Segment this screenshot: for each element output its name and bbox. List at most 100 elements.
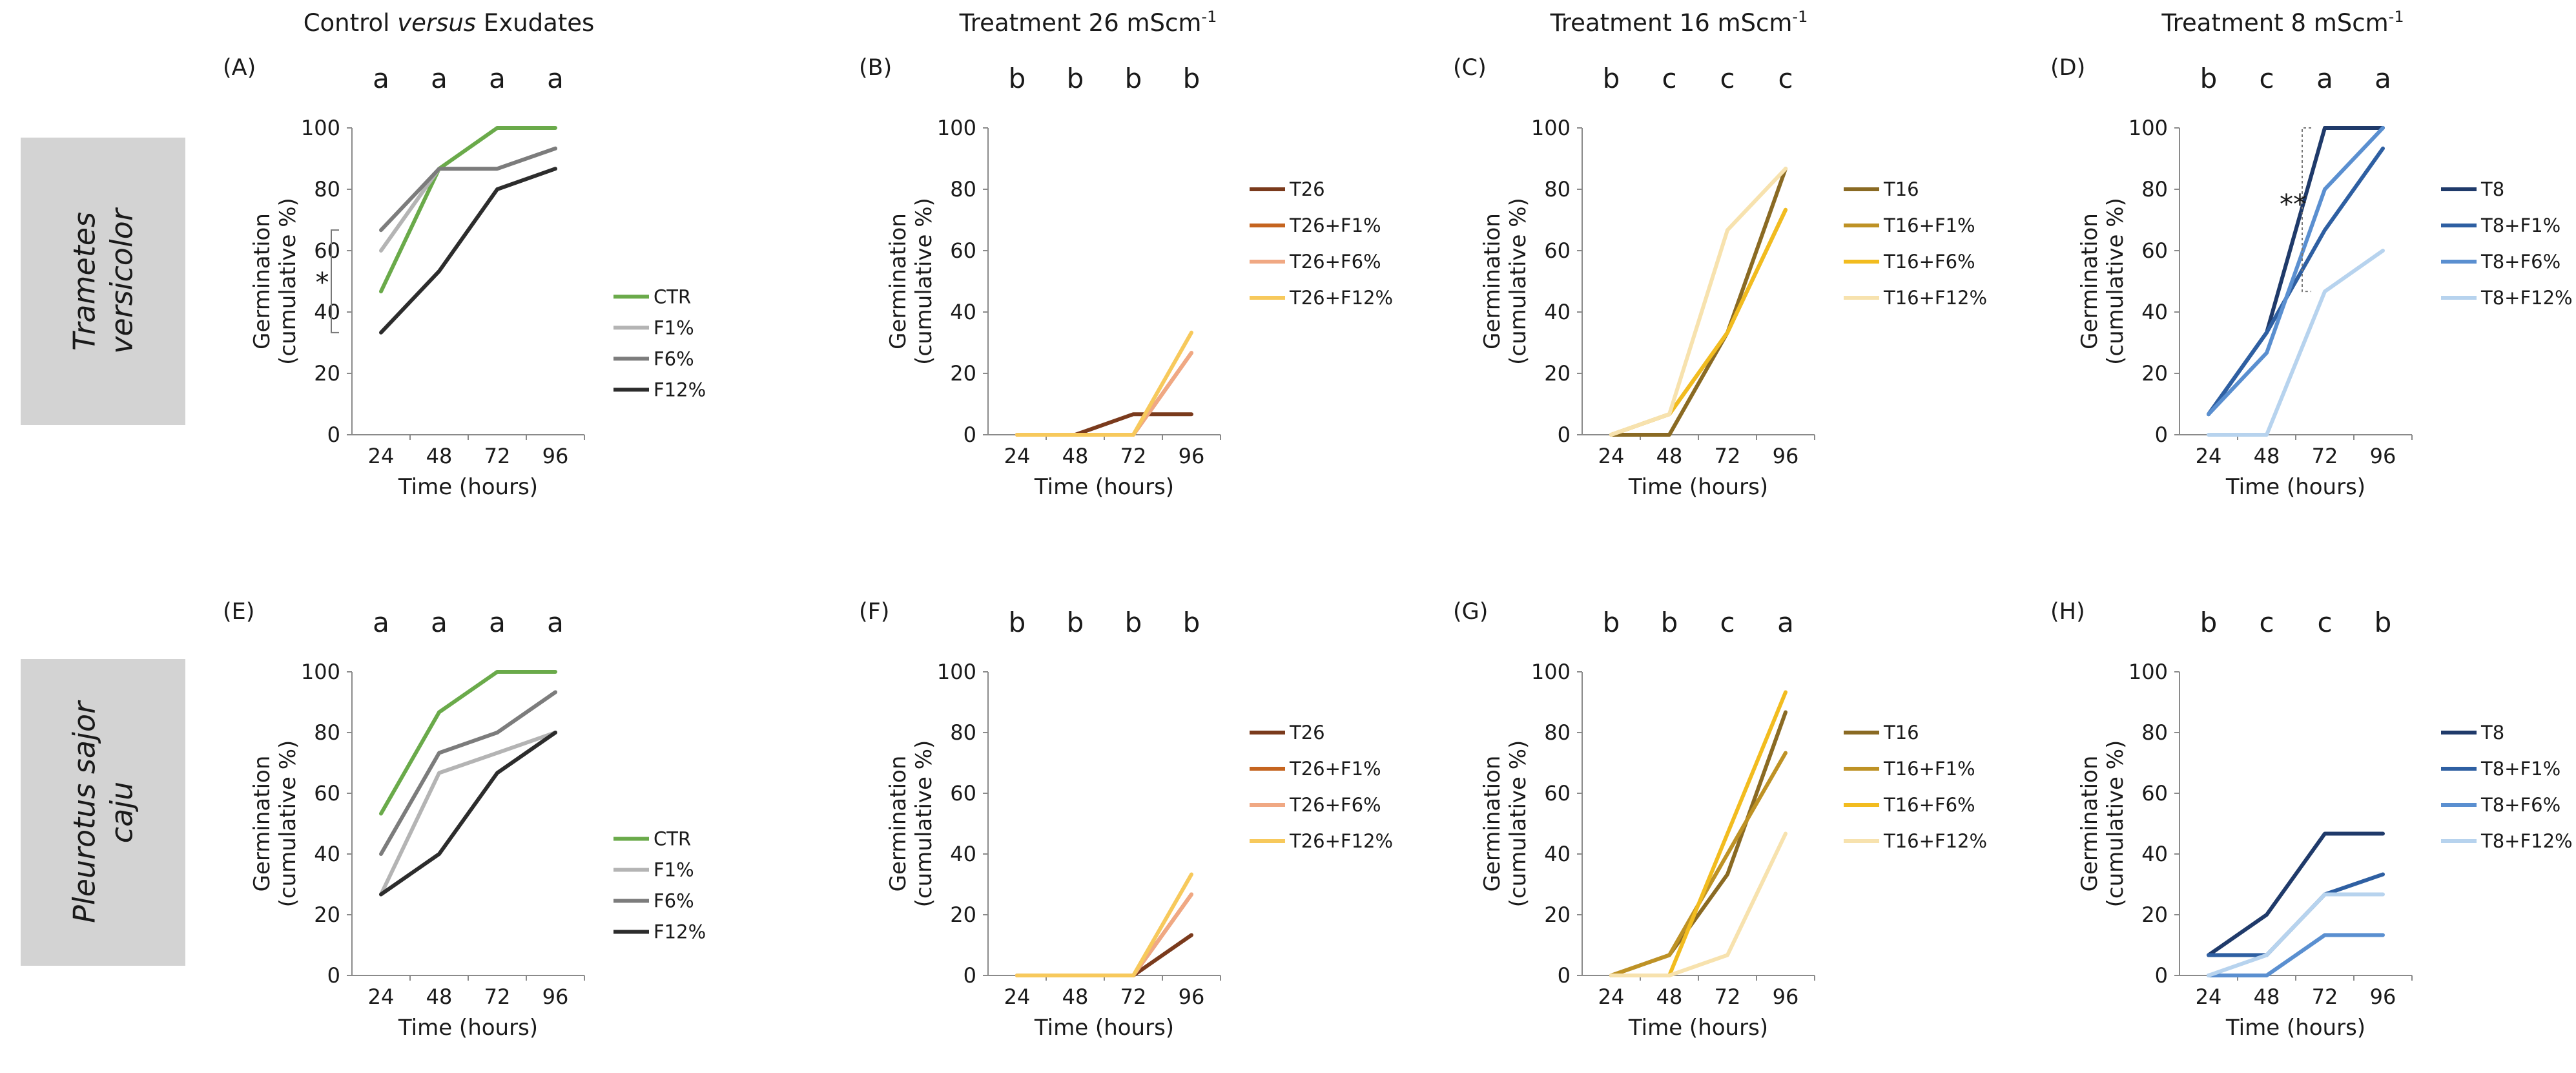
x-tick-label: 96 [2370, 984, 2396, 1009]
significance-letter: b [1603, 607, 1620, 638]
significance-letter: c [1720, 63, 1735, 94]
legend-label: CTR [654, 286, 691, 307]
y-tick-label: 20 [2141, 902, 2168, 927]
column-title-superscript: -1 [1201, 8, 1217, 26]
legend-label: T16+F1% [1883, 214, 1975, 236]
y-tick-label: 40 [1544, 300, 1571, 324]
series-line [1609, 167, 1788, 437]
significance-letter: b [1009, 607, 1026, 638]
x-tick-label: 24 [368, 444, 395, 468]
significance-bracket [331, 229, 339, 333]
legend-label: T26+F1% [1289, 758, 1381, 780]
y-axis-title-line: Germination [2077, 756, 2103, 892]
panel-label: (A) [223, 55, 256, 81]
y-tick-label: 20 [1544, 902, 1571, 927]
legend-label: F6% [654, 890, 694, 912]
series-line [1609, 167, 1788, 437]
y-tick-label: 20 [1544, 361, 1571, 386]
significance-letter: a [547, 607, 564, 638]
y-tick-label: 60 [314, 238, 340, 263]
significance-letter: c [2259, 63, 2274, 94]
series-line [2207, 831, 2385, 957]
y-tick-label: 20 [314, 361, 340, 386]
panel-label: (C) [1453, 55, 1487, 81]
x-tick-label: 72 [484, 984, 511, 1009]
x-tick-label: 96 [2370, 444, 2396, 468]
y-tick-label: 80 [2141, 177, 2168, 202]
legend-label: T26+F6% [1289, 251, 1381, 273]
legend-label: T26 [1289, 178, 1325, 200]
series-line [1015, 892, 1193, 977]
y-axis-title: Germination (cumulative %) [885, 198, 937, 365]
y-tick-label: 0 [2155, 422, 2168, 447]
y-tick-label: 0 [2155, 963, 2168, 988]
significance-letter: b [2200, 63, 2218, 94]
series-line [2207, 892, 2385, 977]
legend-label: T8+F12% [2480, 287, 2573, 309]
legend-label: CTR [654, 828, 691, 850]
y-tick-label: 20 [950, 361, 976, 386]
significance-letter: a [489, 63, 506, 94]
y-tick-label: 100 [2128, 660, 2168, 684]
y-axis-title-line: Germination [1479, 756, 1505, 892]
y-tick-label: 40 [950, 300, 976, 324]
y-tick-label: 40 [314, 300, 340, 324]
significance-letter: b [1009, 63, 1026, 94]
significance-letter: a [373, 63, 389, 94]
x-tick-label: 24 [2196, 444, 2222, 468]
series-line [379, 731, 557, 897]
legend-label: T8+F12% [2480, 830, 2573, 852]
row-label-box [21, 659, 185, 966]
x-tick-label: 48 [1656, 444, 1683, 468]
significance-letter: a [547, 63, 564, 94]
x-tick-label: 96 [542, 444, 569, 468]
panel-label: (G) [1453, 599, 1488, 625]
series-line [2207, 249, 2385, 437]
x-axis-title: Time (hours) [1628, 1015, 1768, 1041]
x-tick-label: 48 [2254, 984, 2280, 1009]
series-line [379, 146, 557, 233]
row-label-line: versicolor [105, 207, 139, 354]
row-label-line: Pleurotus sajor [67, 700, 102, 923]
column-title-emphasis: versus [397, 9, 476, 37]
y-tick-label: 100 [937, 116, 976, 140]
x-axis-title: Time (hours) [1628, 474, 1768, 500]
significance-letter: a [431, 63, 448, 94]
significance-asterisk: ** [2280, 189, 2307, 220]
row-label-line: Trametes [67, 212, 102, 351]
significance-letter: a [373, 607, 389, 638]
x-tick-label: 72 [1120, 984, 1147, 1009]
x-tick-label: 96 [542, 984, 569, 1009]
legend-label: T8+F6% [2480, 251, 2561, 273]
legend-label: T8 [2480, 178, 2504, 200]
x-axis-title: Time (hours) [398, 1015, 538, 1041]
legend-label: T16 [1883, 178, 1919, 200]
y-tick-label: 40 [1544, 842, 1571, 866]
column-title: Control versus Exudates [304, 9, 595, 37]
legend-label: T16+F12% [1883, 830, 1987, 852]
y-axis-title-line: Germination [885, 213, 911, 349]
y-tick-label: 80 [314, 720, 340, 745]
significance-letter: c [2317, 607, 2332, 638]
series-line [1015, 412, 1193, 437]
panel-label: (F) [859, 599, 889, 625]
row-label: Pleurotus sajor caju [67, 700, 139, 923]
y-tick-label: 20 [314, 902, 340, 927]
series-line [1015, 933, 1193, 977]
y-tick-label: 80 [2141, 720, 2168, 745]
y-tick-label: 100 [2128, 116, 2168, 140]
series-line [1015, 892, 1193, 977]
legend-label: F1% [654, 317, 694, 339]
y-axis-title: Germination (cumulative %) [1479, 198, 1531, 365]
legend-label: T16+F12% [1883, 287, 1987, 309]
row-label-box [21, 138, 185, 425]
column-title-superscript: -1 [2389, 8, 2404, 26]
series-line [2207, 872, 2385, 957]
y-tick-label: 20 [2141, 361, 2168, 386]
column-title-text: Treatment 16 mScm [1550, 9, 1793, 37]
